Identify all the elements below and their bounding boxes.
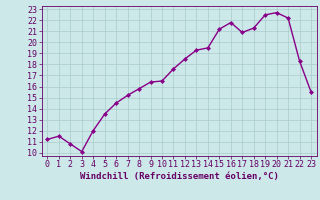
X-axis label: Windchill (Refroidissement éolien,°C): Windchill (Refroidissement éolien,°C) (80, 172, 279, 181)
